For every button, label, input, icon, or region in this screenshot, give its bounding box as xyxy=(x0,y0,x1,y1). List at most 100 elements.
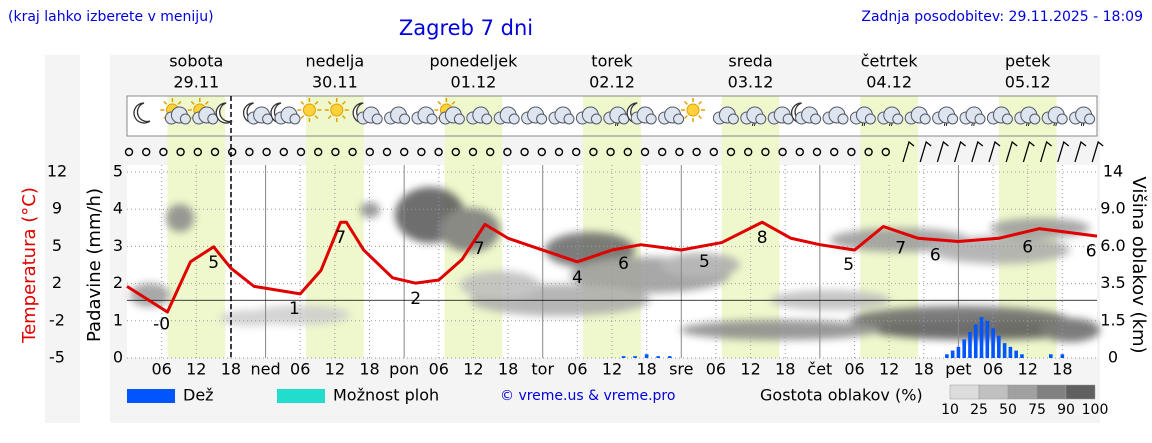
sun-ray xyxy=(327,100,332,105)
wind-calm xyxy=(365,147,374,157)
temp-tick-label: 2 xyxy=(52,273,62,292)
cloud-tick-label: 6.0 xyxy=(1100,236,1125,255)
x-tick-label: pet xyxy=(945,360,971,379)
sun-ray xyxy=(177,100,182,105)
temp-tick-label: 9 xyxy=(52,199,62,218)
day-date: 04.12 xyxy=(866,73,912,92)
wind-calm xyxy=(778,147,787,157)
sun-ray xyxy=(451,100,456,105)
day-name: nedelja xyxy=(306,52,365,71)
cloud-icon xyxy=(563,113,575,125)
precip-bar xyxy=(1002,343,1007,358)
cloud-icon xyxy=(673,113,685,125)
temp-label: 4 xyxy=(572,268,583,288)
x-tick-label: 12 xyxy=(186,360,206,379)
day-date: 03.12 xyxy=(728,73,774,92)
cloud-icon xyxy=(590,113,602,125)
wind-calm xyxy=(262,147,271,157)
wind-barb xyxy=(902,140,915,163)
wind-barb xyxy=(1057,140,1070,163)
sun-icon xyxy=(686,103,700,117)
wind-calm xyxy=(451,147,460,157)
wind-calm xyxy=(296,147,306,157)
day-name: torek xyxy=(591,52,633,71)
temp-label: 8 xyxy=(757,228,768,248)
cloud-blob xyxy=(660,253,740,277)
rain-icon: ʺ xyxy=(751,122,756,135)
precip-bar xyxy=(1008,346,1013,358)
wind-calm xyxy=(486,147,495,157)
wind-calm xyxy=(812,147,822,157)
precip-bar xyxy=(667,356,672,358)
cloud-blob xyxy=(1040,318,1100,342)
wind-calm xyxy=(124,147,134,157)
wind-calm xyxy=(675,147,684,157)
wind-calm xyxy=(400,147,409,157)
precip-bar xyxy=(956,346,961,358)
cloud-icon xyxy=(536,113,548,125)
sun-icon xyxy=(302,103,316,117)
sun-ray xyxy=(190,100,195,105)
wind-calm xyxy=(830,147,839,157)
wind-calm xyxy=(193,147,203,157)
precip-bar xyxy=(968,331,972,358)
precip-bar xyxy=(973,324,978,358)
sun-ray xyxy=(314,115,319,120)
wind-barb xyxy=(919,140,932,163)
precip-bar xyxy=(985,320,990,358)
rain-icon: ʺ xyxy=(1025,122,1030,135)
cloud-icon xyxy=(755,113,767,125)
rain-icon: ʺ xyxy=(861,122,866,135)
cloud-tick-label: 1.5 xyxy=(1100,310,1125,329)
x-tick-label: 06 xyxy=(983,360,1003,379)
x-tick-label: čet xyxy=(807,360,832,379)
cloud-icon xyxy=(179,113,191,125)
wind-barb xyxy=(1091,140,1104,163)
cloud-tick-label: 0 xyxy=(1108,348,1118,367)
sun-ray xyxy=(341,115,346,120)
cloud-icon xyxy=(508,113,520,125)
precip-bar xyxy=(644,354,649,358)
x-tick-label: pon xyxy=(389,360,419,379)
wind-calm xyxy=(744,147,753,157)
precip-bar xyxy=(656,356,660,358)
precip-bar xyxy=(621,356,626,358)
icon-strip-border xyxy=(126,95,1098,137)
temp-label: 7 xyxy=(335,228,346,248)
temp-axis-label: Temperatura (°C) xyxy=(19,187,40,344)
temp-label: 5 xyxy=(208,253,219,273)
wind-calm xyxy=(417,147,426,157)
precip-axis-label: Padavine (mm/h) xyxy=(84,188,105,342)
x-tick-label: 18 xyxy=(498,360,518,379)
cloud-density-label: Gostota oblakov (%) xyxy=(760,386,923,405)
temp-label: 7 xyxy=(474,239,485,259)
day-name: četrtek xyxy=(861,52,919,71)
rain-icon: ʺ xyxy=(614,122,619,135)
wind-calm xyxy=(761,147,770,157)
legend-label: Dež xyxy=(183,386,214,405)
x-tick-label: 12 xyxy=(740,360,760,379)
x-tick-label: 18 xyxy=(221,360,241,379)
temp-tick-label: 5 xyxy=(52,236,62,255)
cloud-icon xyxy=(1001,113,1013,125)
wind-calm xyxy=(434,147,443,157)
wind-calm xyxy=(640,147,650,157)
precip-tick-label: 0 xyxy=(113,348,123,367)
day-name: sreda xyxy=(728,52,772,71)
wind-calm xyxy=(210,147,220,157)
wind-calm xyxy=(279,147,288,157)
wind-barb xyxy=(953,140,967,163)
temp-label: -0 xyxy=(153,314,170,334)
density-tick-label: 50 xyxy=(999,402,1017,418)
sun-ray xyxy=(300,100,305,105)
daylight-band xyxy=(583,96,641,358)
cloud-blob xyxy=(130,283,170,307)
wind-calm xyxy=(537,147,546,157)
wind-calm xyxy=(589,147,598,157)
wind-barb xyxy=(1022,140,1035,163)
x-tick-label: 18 xyxy=(1052,360,1072,379)
wind-calm xyxy=(520,147,529,157)
wind-barb xyxy=(1039,140,1053,163)
day-name: ponedeljek xyxy=(429,52,518,71)
